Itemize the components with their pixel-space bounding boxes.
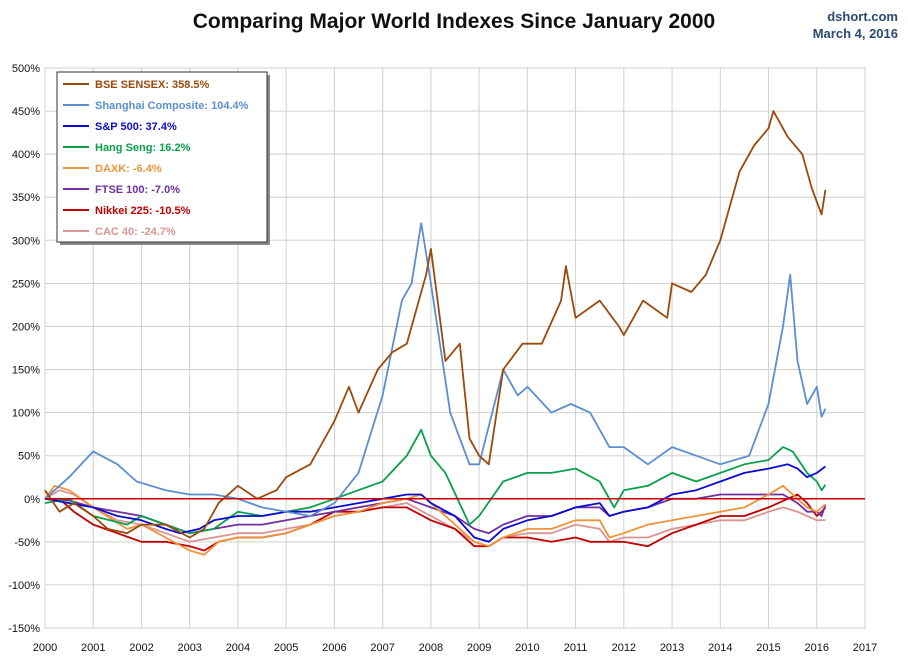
source-block: dshort.com March 4, 2016 <box>813 8 898 42</box>
chart-title: Comparing Major World Indexes Since Janu… <box>192 10 716 33</box>
y-tick-label: -50% <box>14 537 40 549</box>
legend-entry: DAXK: -6.4% <box>95 163 162 175</box>
series-line <box>44 484 826 556</box>
x-tick-label: 2010 <box>515 642 539 654</box>
x-tick-label: 2017 <box>853 642 877 654</box>
source-label: dshort.com <box>827 9 898 24</box>
x-tick-label: 2012 <box>612 642 636 654</box>
x-tick-label: 2002 <box>129 642 153 654</box>
x-tick-label: 2007 <box>370 642 394 654</box>
x-tick-label: 2009 <box>467 642 491 654</box>
series-line <box>44 463 826 543</box>
legend-entry: CAC 40: -24.7% <box>95 226 176 238</box>
y-tick-label: 250% <box>12 278 40 290</box>
x-tick-label: 2001 <box>81 642 105 654</box>
x-tick-label: 2003 <box>177 642 201 654</box>
y-tick-label: 500% <box>12 63 40 75</box>
x-tick-label: 2015 <box>756 642 780 654</box>
legend-entry: S&P 500: 37.4% <box>95 121 177 133</box>
legend-entry: Hang Seng: 16.2% <box>95 142 191 154</box>
x-tick-label: 2004 <box>226 642 250 654</box>
y-tick-label: 350% <box>12 192 40 204</box>
legend-entry: FTSE 100: -7.0% <box>95 184 180 196</box>
series-lines <box>44 110 827 556</box>
y-tick-label: 400% <box>12 149 40 161</box>
legend: BSE SENSEX: 358.5% Shanghai Composite: 10… <box>56 71 270 245</box>
y-tick-label: 100% <box>12 408 40 420</box>
x-axis-ticks: 2000 2001 2002 2003 2004 2005 2006 2007 2008 2009… <box>33 642 877 654</box>
series-line <box>44 110 827 539</box>
legend-box <box>56 71 268 243</box>
legend-entry: Shanghai Composite: 104.4% <box>95 100 249 112</box>
x-tick-label: 2005 <box>274 642 298 654</box>
y-tick-label: -100% <box>8 580 40 592</box>
date-label: March 4, 2016 <box>812 26 898 41</box>
x-tick-label: 2013 <box>660 642 684 654</box>
y-tick-label: 150% <box>12 365 40 377</box>
y-tick-label: 200% <box>12 321 40 333</box>
y-tick-label: 0% <box>24 494 40 506</box>
x-tick-label: 2016 <box>805 642 829 654</box>
legend-entry: BSE SENSEX: 358.5% <box>95 79 210 91</box>
y-axis-ticks: -150% -100% -50% 0% 50% 100% 150% 200% 250% 300% 3… <box>8 63 40 635</box>
y-tick-label: 50% <box>18 451 40 463</box>
x-tick-label: 2006 <box>322 642 346 654</box>
x-tick-label: 2000 <box>33 642 57 654</box>
x-tick-label: 2008 <box>419 642 443 654</box>
series-line <box>45 493 827 552</box>
y-tick-label: -150% <box>8 623 40 635</box>
legend-entry: Nikkei 225: -10.5% <box>95 205 191 217</box>
y-tick-label: 450% <box>12 106 40 118</box>
x-tick-label: 2014 <box>708 642 732 654</box>
x-tick-label: 2011 <box>564 642 588 654</box>
series-line <box>44 222 827 517</box>
y-tick-label: 300% <box>12 235 40 247</box>
